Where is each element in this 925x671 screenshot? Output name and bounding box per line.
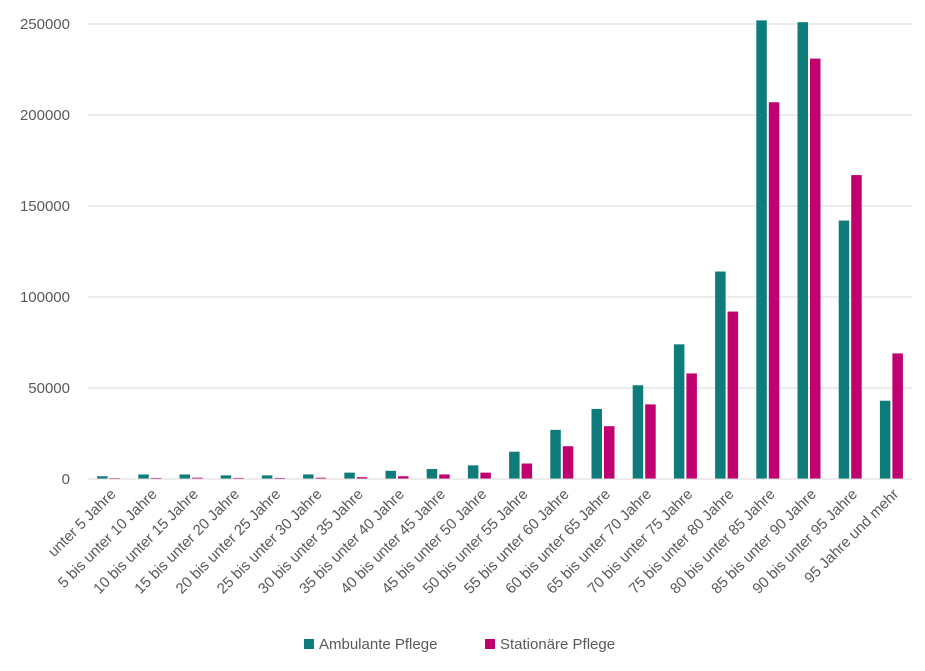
bar-ambulante — [426, 468, 438, 479]
bar-ambulante — [879, 400, 891, 479]
y-tick-label: 100000 — [20, 289, 70, 306]
bars — [97, 20, 903, 480]
bar-ambulante — [220, 475, 232, 479]
bar-ambulante — [385, 470, 396, 479]
bar-stationaere — [150, 477, 162, 479]
bar-stationaere — [521, 463, 533, 479]
bar-ambulante — [467, 465, 479, 479]
y-tick-label: 250000 — [20, 16, 70, 33]
bar-ambulante — [797, 22, 808, 480]
bar-ambulante — [756, 20, 767, 480]
y-axis-ticks: 0 50000 100000 150000 200000 250000 — [20, 16, 70, 488]
bar-ambulante — [138, 474, 149, 479]
bar-stationaere — [274, 477, 285, 479]
bar-stationaere — [192, 477, 203, 479]
legend-label-ambulante: Ambulante Pflege — [319, 636, 437, 653]
bar-stationaere — [480, 472, 491, 479]
bar-stationaere — [398, 476, 409, 479]
bar-stationaere — [439, 474, 450, 479]
bar-ambulante — [838, 220, 850, 479]
bar-stationaere — [851, 175, 862, 479]
bar-stationaere — [686, 373, 697, 479]
legend-swatch-ambulante — [304, 639, 314, 649]
bar-ambulante — [344, 472, 355, 479]
bar-stationaere — [233, 477, 244, 479]
bar-stationaere — [604, 426, 615, 479]
bar-ambulante — [673, 344, 685, 479]
bar-ambulante — [715, 271, 726, 479]
bar-stationaere — [315, 477, 327, 479]
legend-swatch-stationaere — [485, 639, 495, 649]
bar-ambulante — [97, 476, 108, 479]
legend-label-stationaere: Stationäre Pflege — [500, 636, 615, 653]
bar-stationaere — [768, 102, 780, 479]
bar-ambulante — [550, 429, 561, 479]
bar-stationaere — [892, 353, 903, 479]
y-tick-label: 200000 — [20, 107, 70, 124]
bar-ambulante — [179, 474, 190, 479]
y-tick-label: 50000 — [28, 380, 70, 397]
y-tick-label: 0 — [62, 471, 70, 488]
bar-stationaere — [356, 477, 368, 479]
y-tick-label: 150000 — [20, 198, 70, 215]
bar-ambulante — [261, 475, 273, 479]
bar-ambulante — [509, 451, 520, 479]
bar-stationaere — [562, 446, 574, 479]
bar-stationaere — [727, 311, 739, 479]
bar-ambulante — [591, 408, 602, 479]
legend: Ambulante Pflege Stationäre Pflege — [304, 636, 615, 653]
bar-ambulante — [303, 474, 314, 479]
bar-stationaere — [645, 404, 656, 479]
bar-ambulante — [632, 385, 644, 479]
grid-lines — [88, 23, 912, 389]
bar-stationaere — [810, 58, 821, 480]
